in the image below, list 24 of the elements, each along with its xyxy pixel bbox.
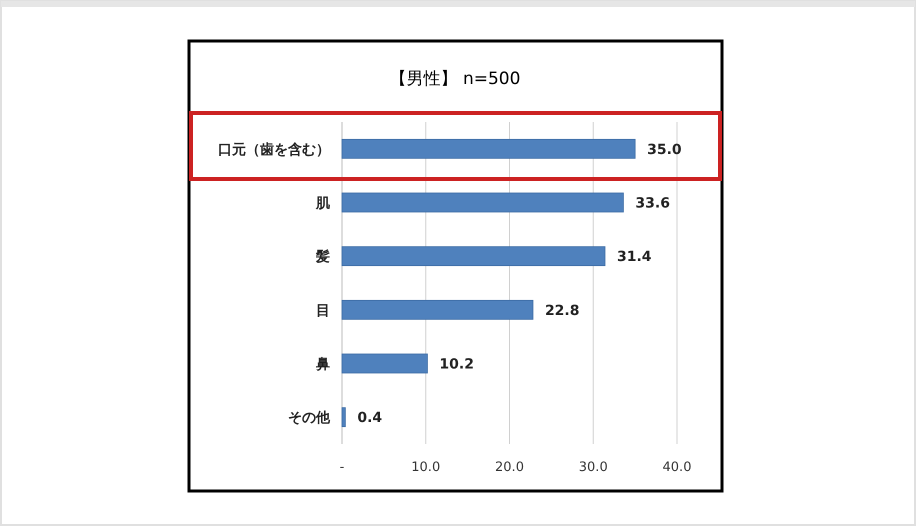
bar: [342, 138, 636, 159]
bar: [342, 300, 534, 320]
data-label: 31.4: [616, 249, 652, 266]
y-tick-label: 髪: [315, 249, 330, 266]
data-label: 35.0: [647, 142, 682, 158]
y-tick-label: その他: [288, 410, 331, 426]
y-tick-label: 肌: [315, 196, 330, 212]
y-tick-label: 鼻: [315, 356, 330, 372]
x-tick-label: 10.0: [411, 460, 440, 475]
bar: [342, 407, 346, 428]
x-tick-label: 20.0: [495, 460, 524, 475]
x-tick-label: 40.0: [662, 460, 692, 475]
bar: [342, 192, 624, 212]
bar: [342, 246, 606, 266]
data-label: 0.4: [357, 410, 382, 426]
y-tick-label: 口元（歯を含む）: [218, 142, 330, 158]
data-label: 22.8: [544, 302, 580, 319]
bar: [342, 354, 428, 374]
x-tick-label: 30.0: [578, 460, 608, 475]
y-tick-label: 目: [316, 302, 330, 319]
chart-title: 【男性】 n=500: [390, 69, 520, 89]
data-label: 10.2: [439, 356, 474, 372]
data-label: 33.6: [635, 196, 670, 212]
x-tick-label: -: [340, 460, 345, 475]
